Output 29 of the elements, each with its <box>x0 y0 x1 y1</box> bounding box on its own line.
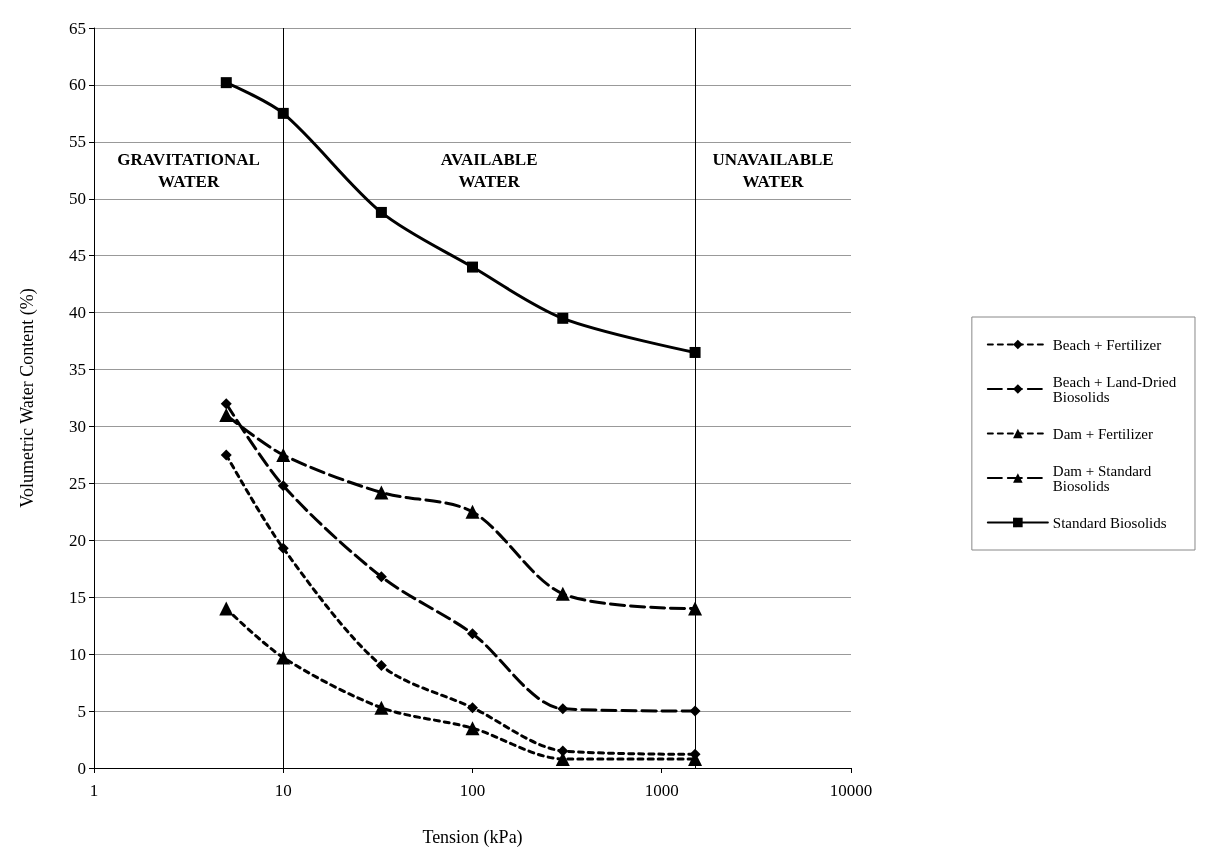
y-tick-label: 65 <box>69 18 86 38</box>
x-axis-title: Tension (kPa) <box>422 827 523 848</box>
x-tick-label: 1 <box>89 781 99 800</box>
y-tick-label: 55 <box>69 132 86 152</box>
annotation: UNAVAILABLE WATER <box>712 149 834 191</box>
legend-label: Beach + Land-Dried Biosolids <box>1052 373 1180 405</box>
y-tick-label: 30 <box>69 416 86 436</box>
x-tick-label: 1000 <box>644 781 679 800</box>
y-tick-label: 50 <box>69 189 86 209</box>
legend-label: Beach + Fertilizer <box>1052 336 1162 353</box>
y-tick-label: 10 <box>69 644 86 664</box>
y-tick-label: 5 <box>77 701 86 721</box>
annotation: AVAILABLE WATER <box>440 149 538 191</box>
y-tick-label: 0 <box>77 758 86 778</box>
y-tick-label: 20 <box>69 530 86 550</box>
y-tick-label: 40 <box>69 303 86 323</box>
legend-label: Standard Biosolids <box>1052 514 1167 531</box>
y-tick-label: 15 <box>69 587 86 607</box>
y-tick-label: 35 <box>69 360 86 380</box>
y-axis-title: Volumetric Water Content (%) <box>17 288 38 508</box>
x-tick-label: 10 <box>274 781 292 800</box>
legend-label: Dam + Fertilizer <box>1052 425 1153 442</box>
annotation: GRAVITATIONAL WATER <box>117 149 260 191</box>
y-tick-label: 45 <box>69 246 86 266</box>
y-tick-label: 25 <box>69 473 86 493</box>
x-tick-label: 100 <box>459 781 486 800</box>
legend-label: Dam + Standard Biosolids <box>1052 462 1156 494</box>
y-tick-label: 60 <box>69 75 86 95</box>
x-tick-label: 10000 <box>829 781 873 800</box>
